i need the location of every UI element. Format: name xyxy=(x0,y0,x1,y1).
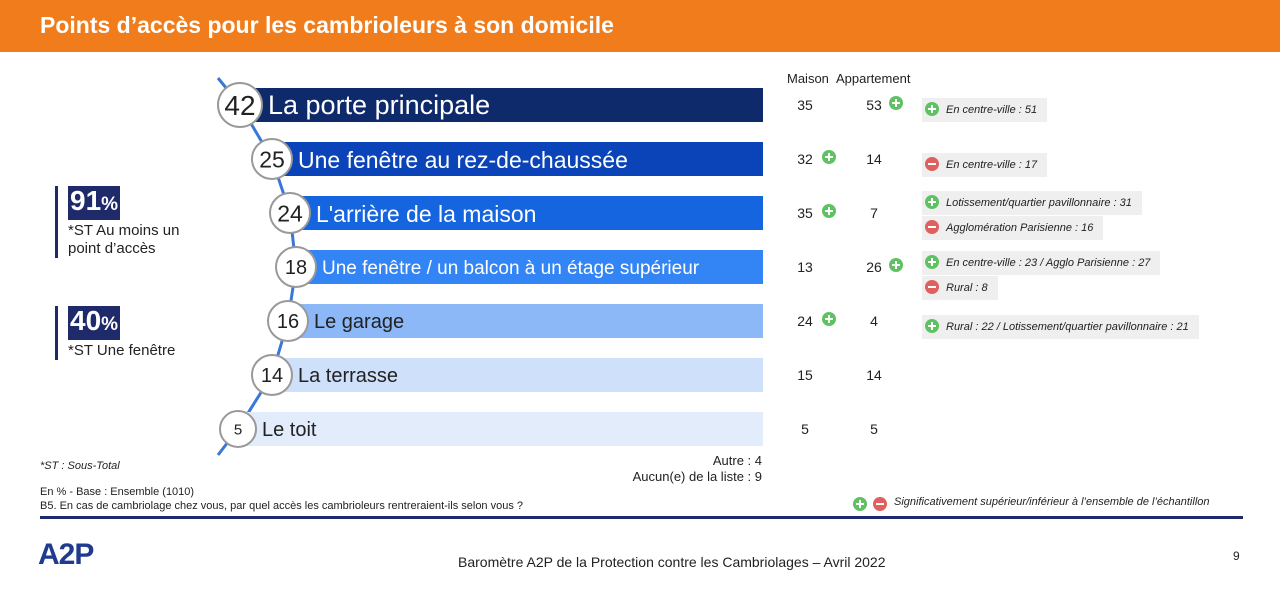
bar-label: Le garage xyxy=(314,311,404,333)
bar-value: 5 xyxy=(234,421,242,438)
page-number: 9 xyxy=(1233,549,1240,563)
value-circle xyxy=(269,192,311,234)
significance-note-text: En centre-ville : 51 xyxy=(946,104,1038,116)
page-title: Points d’accès pour les cambrioleurs à s… xyxy=(40,12,614,38)
maison-value: 35 xyxy=(797,97,813,113)
column-header-appartement: Appartement xyxy=(836,71,911,86)
bar-label: La porte principale xyxy=(268,90,490,120)
bar-value: 42 xyxy=(224,90,255,121)
bar-value: 18 xyxy=(285,257,307,279)
bar xyxy=(272,358,763,392)
significance-legend: Significativement supérieur/inférieur à … xyxy=(894,496,1210,508)
value-circle xyxy=(251,354,293,396)
appartement-value: 5 xyxy=(870,421,878,437)
plus-icon xyxy=(925,195,939,209)
significance-note: En centre-ville : 51 xyxy=(922,98,1048,122)
appartement-value: 14 xyxy=(866,367,882,383)
footer-text: Baromètre A2P de la Protection contre le… xyxy=(458,554,886,570)
subtotal-value: 40% xyxy=(68,306,121,340)
minus-icon xyxy=(925,280,939,294)
significance-note-text: Lotissement/quartier pavillonnaire : 31 xyxy=(946,197,1132,209)
bar-value: 24 xyxy=(277,200,303,226)
appartement-value: 14 xyxy=(866,151,882,167)
bar xyxy=(238,412,763,446)
question-note: B5. En cas de cambriolage chez vous, par… xyxy=(40,500,524,512)
a2p-logo: A2P xyxy=(38,538,94,571)
significance-note-text: Rural : 22 / Lotissement/quartier pavill… xyxy=(946,321,1189,333)
base-note: En % - Base : Ensemble (1010) xyxy=(40,486,195,498)
title-bar: Points d’accès pour les cambrioleurs à s… xyxy=(0,0,1280,52)
value-circle xyxy=(217,82,263,128)
subtotal-label: *ST Une fenêtre xyxy=(68,342,176,359)
bar-label: Une fenêtre au rez-de-chaussée xyxy=(298,147,628,173)
significance-note: Rural : 8 xyxy=(922,276,998,300)
bar xyxy=(296,250,763,284)
significance-note: Rural : 22 / Lotissement/quartier pavill… xyxy=(922,315,1199,339)
bar-value: 25 xyxy=(259,146,285,172)
subtotal-une-fenetre: 40% *ST Une fenêtre xyxy=(55,306,175,360)
bar-chart: La porte principale 42 35 53 Une fenêtre au … xyxy=(216,77,903,456)
significance-note: Lotissement/quartier pavillonnaire : 31 xyxy=(922,191,1142,215)
maison-value: 24 xyxy=(797,313,813,329)
plus-icon xyxy=(925,319,939,333)
significance-legend-icons xyxy=(853,497,887,511)
subtotal-footnote: *ST : Sous-Total xyxy=(40,460,120,472)
significance-note: En centre-ville : 23 / Agglo Parisienne … xyxy=(922,251,1161,275)
value-circle xyxy=(275,246,317,288)
bar-label: Une fenêtre / un balcon à un étage supér… xyxy=(322,258,700,279)
maison-value: 15 xyxy=(797,367,813,383)
value-circle xyxy=(267,300,309,342)
appartement-value: 7 xyxy=(870,205,878,221)
subtotal-label: *ST Au moins un point d’accès xyxy=(68,222,180,257)
subtotal-value: 91% xyxy=(68,186,121,220)
bar-value: 14 xyxy=(261,365,283,387)
significance-note: Agglomération Parisienne : 16 xyxy=(922,216,1104,240)
bar xyxy=(240,88,763,122)
bar xyxy=(290,196,763,230)
bar-label: L'arrière de la maison xyxy=(316,201,536,227)
maison-value: 5 xyxy=(801,421,809,437)
appartement-value: 53 xyxy=(866,97,882,113)
bar xyxy=(272,142,763,176)
footer-divider xyxy=(40,516,1243,519)
significance-note-text: En centre-ville : 23 / Agglo Parisienne … xyxy=(946,257,1151,269)
significance-note: En centre-ville : 17 xyxy=(922,153,1048,177)
plus-icon xyxy=(925,255,939,269)
appartement-value: 26 xyxy=(866,259,882,275)
column-header-maison: Maison xyxy=(787,71,829,86)
maison-value: 35 xyxy=(797,205,813,221)
appartement-value: 4 xyxy=(870,313,878,329)
minus-icon xyxy=(925,220,939,234)
subtotal-au-moins-un: 91% *ST Au moins un point d’accès xyxy=(55,186,179,258)
maison-value: 13 xyxy=(797,259,813,275)
plus-icon xyxy=(925,102,939,116)
bar-label: La terrasse xyxy=(298,365,398,387)
bar xyxy=(288,304,763,338)
value-circle xyxy=(219,410,257,448)
value-circle xyxy=(251,138,293,180)
maison-value: 32 xyxy=(797,151,813,167)
autre-value: Autre : 4 xyxy=(712,453,762,468)
significance-note-text: En centre-ville : 17 xyxy=(946,159,1038,171)
significance-note-text: Agglomération Parisienne : 16 xyxy=(946,222,1094,234)
minus-icon xyxy=(925,157,939,171)
bar-label: Le toit xyxy=(262,419,317,441)
bar-value: 16 xyxy=(277,311,299,333)
aucun-value: Aucun(e) de la liste : 9 xyxy=(632,469,762,484)
significance-note-text: Rural : 8 xyxy=(946,282,988,294)
